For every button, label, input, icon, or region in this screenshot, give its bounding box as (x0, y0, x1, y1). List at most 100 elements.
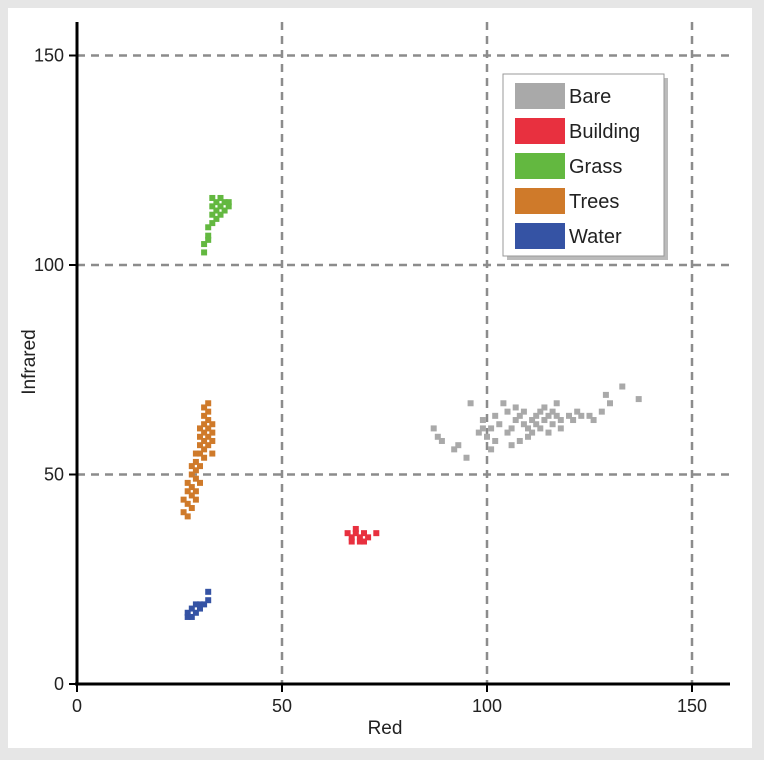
data-point (201, 454, 208, 461)
data-point (525, 433, 531, 440)
data-point (488, 446, 495, 453)
data-point (566, 412, 572, 419)
data-point (197, 605, 203, 612)
legend-swatch-trees (515, 188, 565, 214)
data-point (205, 224, 212, 231)
data-point (570, 417, 577, 424)
data-point (438, 437, 445, 444)
data-point (197, 442, 203, 449)
data-point (619, 383, 626, 390)
data-point (201, 249, 208, 256)
data-points (180, 194, 642, 620)
data-point (184, 500, 191, 507)
data-point (430, 425, 437, 432)
axes (75, 22, 730, 686)
data-point (479, 417, 486, 424)
data-point (213, 207, 220, 214)
data-point (192, 458, 199, 465)
legend-label-water: Water (569, 226, 622, 248)
data-point (553, 400, 560, 407)
x-tick-label: 0 (72, 696, 82, 716)
legend-label-bare: Bare (569, 86, 611, 108)
data-point (225, 203, 232, 210)
x-tick-label: 50 (272, 696, 292, 716)
y-tick-label: 0 (54, 674, 64, 694)
data-point (192, 601, 199, 608)
data-point (373, 530, 380, 537)
data-point (209, 211, 216, 218)
data-point (209, 421, 216, 428)
data-point (602, 391, 609, 398)
data-point (201, 412, 208, 419)
data-point (209, 450, 216, 457)
data-point (557, 417, 564, 424)
data-point (205, 232, 212, 239)
data-point (520, 421, 527, 428)
data-point (361, 538, 367, 545)
data-point (484, 433, 490, 440)
data-point (184, 513, 191, 520)
data-point (184, 609, 191, 616)
data-point (201, 601, 208, 608)
data-point (213, 215, 220, 222)
data-point (356, 534, 363, 541)
data-point (434, 433, 441, 440)
legend-swatch-grass (515, 153, 565, 179)
data-point (516, 412, 523, 419)
data-point (197, 601, 203, 608)
legend-swatch-bare (515, 83, 565, 109)
data-point (180, 509, 187, 516)
data-point (529, 429, 536, 436)
legend-label-grass: Grass (569, 156, 622, 178)
data-point (197, 463, 203, 470)
data-point (557, 425, 564, 432)
data-point (201, 404, 208, 411)
data-point (545, 429, 552, 436)
data-point (525, 425, 531, 432)
data-point (188, 505, 195, 512)
data-point (188, 492, 195, 499)
y-tick-label: 50 (44, 465, 64, 485)
data-point (205, 408, 212, 415)
data-point (192, 488, 199, 495)
data-point (205, 442, 212, 449)
data-point (192, 467, 199, 474)
data-point (209, 194, 216, 201)
data-point (488, 425, 495, 432)
data-point (184, 488, 191, 495)
data-point (209, 220, 216, 227)
data-point (201, 437, 208, 444)
data-point (492, 437, 499, 444)
data-point (463, 454, 470, 461)
data-point (201, 446, 208, 453)
series-water (184, 588, 212, 620)
data-point (607, 400, 613, 407)
data-point (188, 613, 195, 620)
grid-lines (77, 22, 730, 684)
data-point (590, 417, 597, 424)
data-point (205, 597, 212, 604)
data-point (504, 408, 511, 415)
data-point (348, 538, 355, 545)
data-point (365, 534, 372, 541)
data-point (549, 421, 556, 428)
data-point (475, 429, 482, 436)
data-point (217, 211, 224, 218)
series-bare (430, 383, 642, 461)
y-axis-label: Infrared (19, 329, 40, 394)
data-point (188, 471, 195, 478)
data-point (192, 450, 199, 457)
data-point (451, 446, 458, 453)
data-point (512, 404, 519, 411)
data-point (512, 417, 519, 424)
series-grass (201, 194, 232, 256)
y-tick-label: 100 (34, 255, 64, 275)
data-point (221, 199, 228, 206)
legend-label-building: Building (569, 121, 640, 143)
legend-swatch-water (515, 223, 565, 249)
data-point (209, 429, 216, 436)
data-point (201, 421, 208, 428)
x-axis-label: Red (368, 718, 403, 739)
